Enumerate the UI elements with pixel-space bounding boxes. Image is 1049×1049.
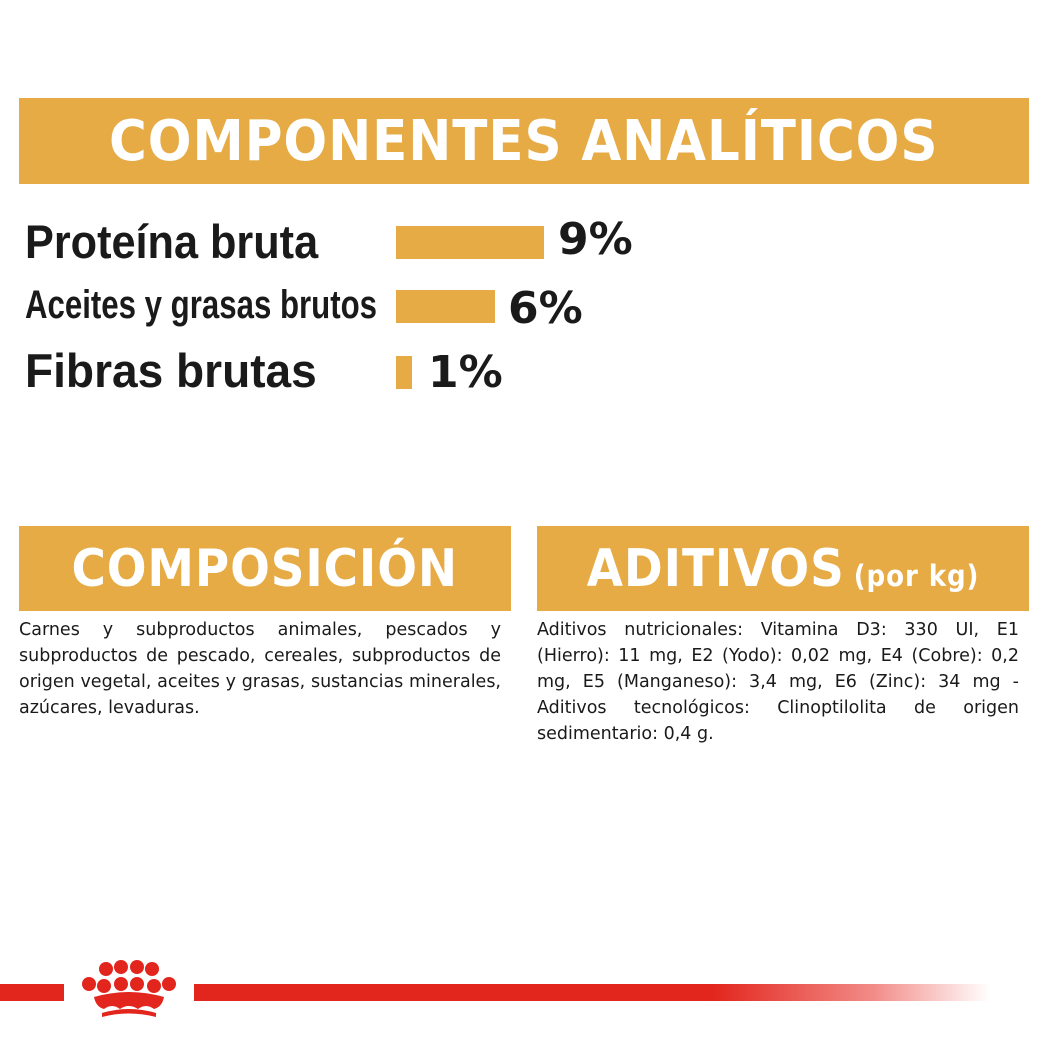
nutrient-label-protein: Proteína bruta (25, 215, 319, 268)
nutrient-label-fiber: Fibras brutas (25, 344, 317, 397)
nutrient-bar-protein (396, 226, 544, 259)
composition-banner: COMPOSICIÓN (19, 526, 511, 611)
nutrient-bar-fiber (396, 356, 412, 389)
additives-subtitle: (por kg) (853, 558, 980, 593)
additives-title: ADITIVOS (586, 538, 845, 599)
additives-banner: ADITIVOS (por kg) (537, 526, 1029, 611)
additives-title-group: ADITIVOS (por kg) (587, 539, 980, 599)
analytics-banner: COMPONENTES ANALÍTICOS (19, 98, 1029, 184)
nutrient-value-fat: 6% (508, 283, 583, 334)
nutrient-label-fat: Aceites y grasas brutos (25, 283, 378, 327)
composition-title: COMPOSICIÓN (71, 538, 459, 599)
additives-text: Aditivos nutricionales: Vitamina D3: 330… (537, 620, 1019, 744)
crown-logo-graphic (82, 960, 176, 1017)
composition-text: Carnes y subproductos animales, pescados… (19, 620, 501, 718)
nutrient-value-protein: 9% (558, 214, 633, 265)
nutrient-bar-fat (396, 290, 495, 323)
crown-icon (64, 957, 194, 1021)
footer-brand-line (0, 984, 990, 1001)
analytics-title: COMPONENTES ANALÍTICOS (109, 108, 939, 174)
nutrient-value-fiber: 1% (428, 347, 503, 398)
